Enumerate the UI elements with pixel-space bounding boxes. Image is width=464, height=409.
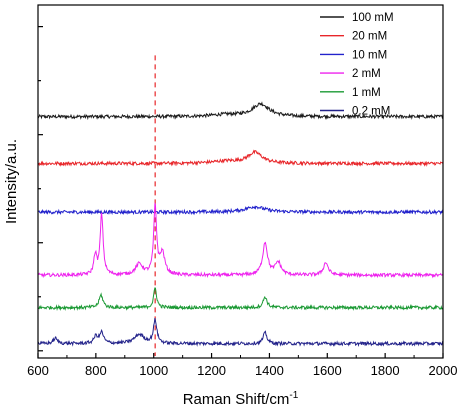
x-tick-label: 600	[27, 363, 49, 378]
x-tick-label: 2000	[429, 363, 458, 378]
series-line-1	[38, 149, 444, 167]
legend-label: 10 mM	[352, 49, 387, 61]
legend-label: 20 mM	[352, 31, 387, 43]
series-line-0	[37, 101, 443, 121]
x-tick-label: 1400	[255, 363, 284, 378]
x-axis-title-text: Raman Shift/cm	[183, 391, 290, 408]
y-axis-title: Intensity/a.u.	[3, 139, 20, 224]
series-line-2	[37, 205, 444, 216]
series-line-3	[37, 202, 444, 279]
x-tick-label: 1200	[197, 363, 226, 378]
y-axis-ticks	[38, 26, 43, 352]
series-group	[37, 101, 444, 348]
x-tick-label: 1600	[313, 363, 342, 378]
x-axis-ticks: 600 800 1000 1200 1400 1600 1800 2000	[27, 353, 457, 378]
legend-label: 0.2 mM	[352, 106, 390, 118]
legend-label: 1 mM	[352, 87, 381, 99]
x-axis-title-superscript: -1	[289, 390, 298, 401]
legend-label: 100 mM	[352, 12, 394, 24]
series-line-4	[37, 287, 444, 312]
legend-label: 2 mM	[352, 68, 381, 80]
legend: 100 mM 20 mM 10 mM 2 mM 1 mM 0.2 mM	[320, 12, 394, 118]
x-tick-label: 1000	[139, 363, 168, 378]
x-tick-label: 800	[85, 363, 107, 378]
x-tick-label: 1800	[371, 363, 400, 378]
x-axis-title: Raman Shift/cm-1	[183, 390, 299, 408]
series-line-5	[37, 318, 444, 348]
